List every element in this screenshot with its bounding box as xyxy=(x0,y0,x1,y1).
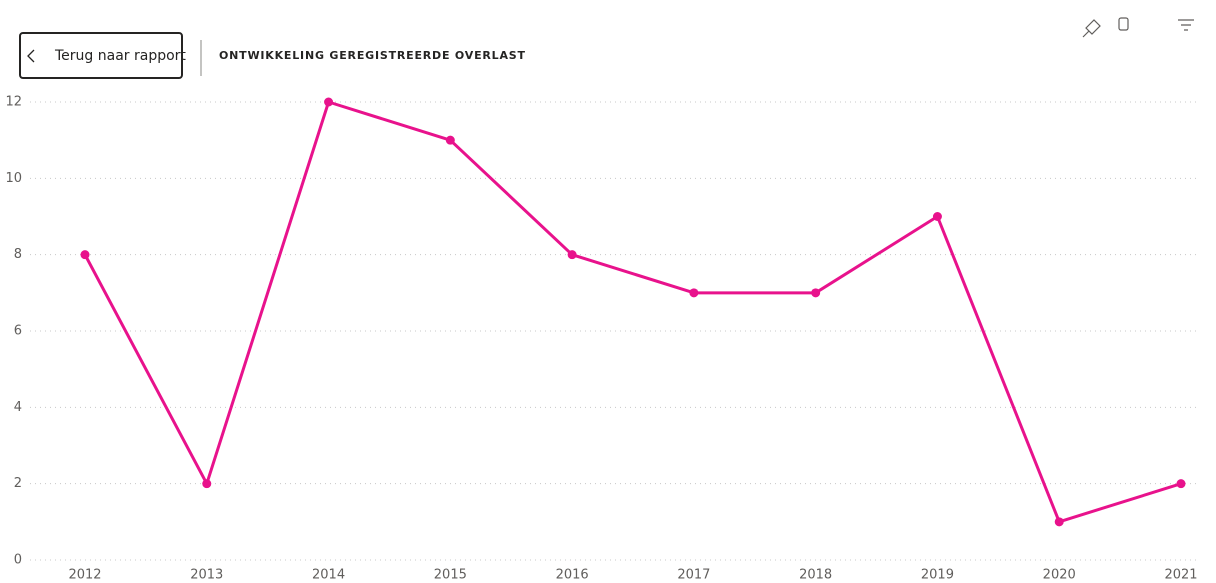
y-tick-label: 0 xyxy=(14,553,22,568)
header-icons xyxy=(1082,17,1194,38)
y-tick-label: 10 xyxy=(5,171,22,186)
chart-title: ONTWIKKELING GEREGISTREERDE OVERLAST xyxy=(219,49,526,62)
y-tick-label: 8 xyxy=(14,247,22,262)
y-tick-label: 12 xyxy=(5,95,22,110)
copy-icon[interactable] xyxy=(1118,17,1129,31)
x-tick-label: 2015 xyxy=(434,568,467,583)
back-button-frame[interactable] xyxy=(19,32,183,79)
x-tick-label: 2018 xyxy=(799,568,832,583)
data-point xyxy=(445,135,455,145)
x-tick-label: 2019 xyxy=(921,568,954,583)
back-button-label[interactable]: Terug naar rapport xyxy=(54,48,186,64)
data-point xyxy=(932,212,942,221)
x-tick-label: 2020 xyxy=(1043,568,1076,583)
x-tick-label: 2017 xyxy=(677,568,710,583)
back-button[interactable]: Terug naar rapport xyxy=(19,32,186,79)
data-point xyxy=(202,479,212,489)
pin-icon[interactable] xyxy=(1082,19,1101,38)
data-point xyxy=(80,250,90,260)
x-tick-label: 2014 xyxy=(312,568,345,583)
data-point xyxy=(1176,479,1186,489)
data-point xyxy=(324,97,334,107)
data-point xyxy=(689,288,699,298)
x-tick-label: 2021 xyxy=(1164,568,1197,583)
x-tick-label: 2016 xyxy=(556,568,589,583)
y-tick-label: 4 xyxy=(14,400,22,415)
y-tick-label: 2 xyxy=(14,476,22,491)
data-point xyxy=(567,250,577,260)
x-tick-label: 2013 xyxy=(190,568,223,583)
series-line xyxy=(83,100,1182,524)
data-point xyxy=(1054,517,1064,527)
filter-icon[interactable] xyxy=(1178,19,1194,31)
x-tick-label: 2012 xyxy=(68,568,101,583)
back-chevron[interactable] xyxy=(27,49,35,63)
y-tick-label: 6 xyxy=(14,324,22,339)
data-point xyxy=(811,288,821,298)
